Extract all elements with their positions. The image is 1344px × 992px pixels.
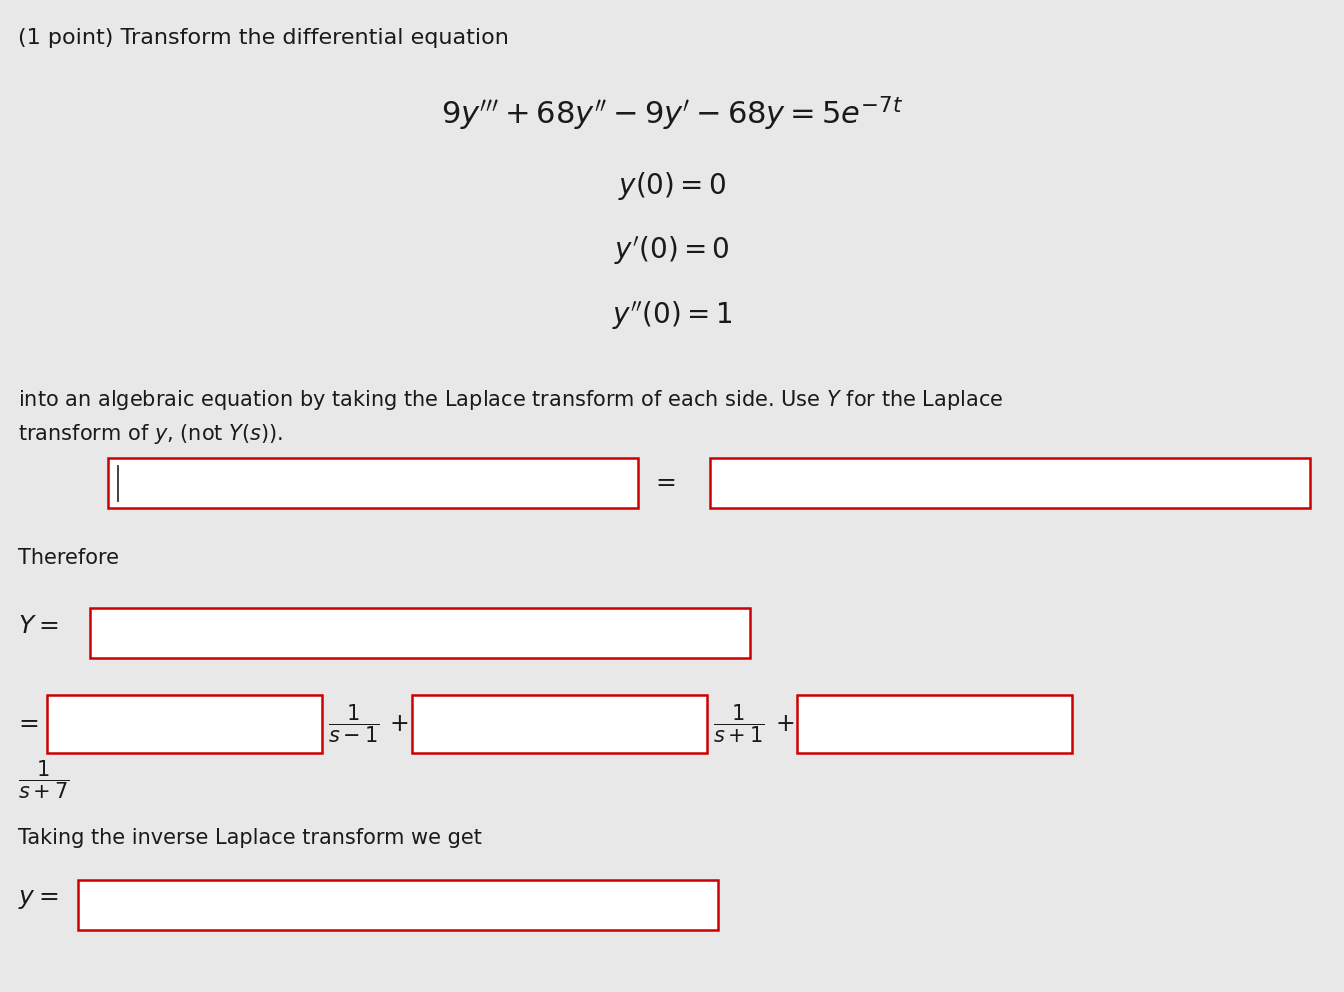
FancyBboxPatch shape bbox=[78, 880, 718, 930]
FancyBboxPatch shape bbox=[90, 608, 750, 658]
Text: $\dfrac{1}{s+7}$: $\dfrac{1}{s+7}$ bbox=[17, 758, 70, 801]
FancyBboxPatch shape bbox=[710, 458, 1310, 508]
Text: =: = bbox=[656, 471, 676, 495]
Text: $Y =$: $Y =$ bbox=[17, 615, 58, 638]
Text: $9y^{\prime\prime\prime} + 68y^{\prime\prime} - 9y^{\prime} - 68y = 5e^{-7t}$: $9y^{\prime\prime\prime} + 68y^{\prime\p… bbox=[441, 95, 903, 134]
Text: (1 point) Transform the differential equation: (1 point) Transform the differential equ… bbox=[17, 28, 509, 48]
Text: Therefore: Therefore bbox=[17, 548, 120, 568]
Text: $\dfrac{1}{s+1}$: $\dfrac{1}{s+1}$ bbox=[714, 702, 765, 745]
Text: +: + bbox=[775, 712, 794, 736]
FancyBboxPatch shape bbox=[413, 695, 707, 753]
Text: transform of $y$, (not $Y(s)$).: transform of $y$, (not $Y(s)$). bbox=[17, 422, 284, 446]
Text: into an algebraic equation by taking the Laplace transform of each side. Use $Y$: into an algebraic equation by taking the… bbox=[17, 388, 1004, 412]
Text: $y''(0) = 1$: $y''(0) = 1$ bbox=[612, 300, 732, 332]
Text: $y(0) = 0$: $y(0) = 0$ bbox=[618, 170, 726, 202]
Text: $\dfrac{1}{s-1}$: $\dfrac{1}{s-1}$ bbox=[328, 702, 380, 745]
Text: Taking the inverse Laplace transform we get: Taking the inverse Laplace transform we … bbox=[17, 828, 482, 848]
Text: =: = bbox=[17, 712, 39, 736]
FancyBboxPatch shape bbox=[797, 695, 1073, 753]
FancyBboxPatch shape bbox=[108, 458, 638, 508]
Text: $y'(0) = 0$: $y'(0) = 0$ bbox=[614, 235, 730, 268]
Text: $y =$: $y =$ bbox=[17, 888, 59, 911]
FancyBboxPatch shape bbox=[47, 695, 323, 753]
Text: +: + bbox=[390, 712, 410, 736]
